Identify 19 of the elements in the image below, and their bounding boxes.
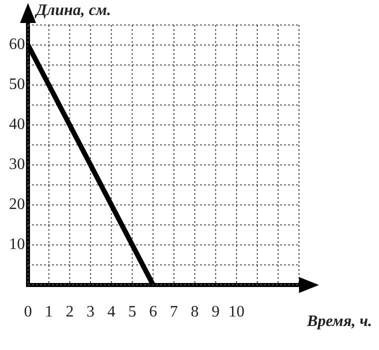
x-tick-label: 0 bbox=[24, 304, 32, 321]
x-tick-label: 9 bbox=[212, 304, 220, 321]
y-axis-title: Длина, см. bbox=[34, 2, 111, 20]
y-tick-label: 40 bbox=[9, 116, 25, 134]
y-tick-label: 20 bbox=[9, 196, 25, 214]
y-tick-label: 30 bbox=[9, 156, 25, 174]
x-tick-label: 3 bbox=[86, 304, 95, 321]
x-tick-label: 5 bbox=[128, 304, 136, 321]
x-tick-label: 10 bbox=[228, 304, 244, 321]
y-tick-label: 10 bbox=[9, 236, 25, 254]
x-tick-label: 6 bbox=[149, 304, 158, 321]
x-tick-label: 7 bbox=[170, 304, 178, 321]
x-tick-label: 8 bbox=[190, 304, 199, 321]
x-axis-title: Время, ч. bbox=[306, 312, 372, 330]
y-tick-label: 50 bbox=[9, 76, 25, 94]
y-tick-label: 60 bbox=[9, 36, 25, 54]
x-tick-label: 2 bbox=[66, 304, 74, 321]
x-tick-label: 4 bbox=[107, 304, 116, 321]
x-tick-label: 1 bbox=[44, 304, 53, 321]
